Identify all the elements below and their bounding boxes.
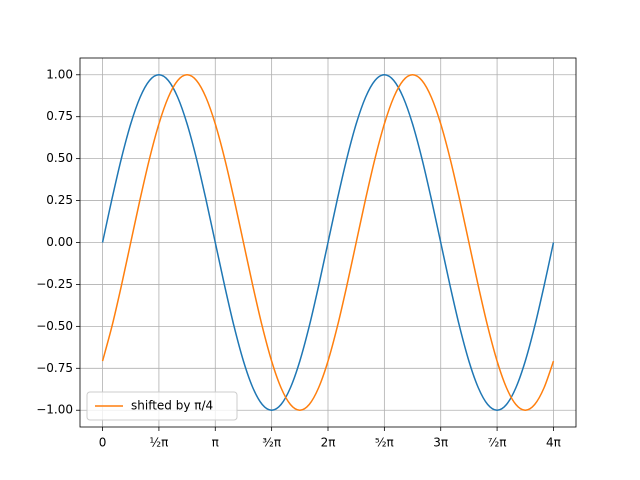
y-tick-label: 0.25 [46, 193, 73, 207]
line-series [101, 74, 555, 411]
x-tick-label: ½π [149, 436, 168, 450]
legend-label: shifted by π/4 [131, 399, 213, 413]
x-tick-label: ⁵⁄₂π [375, 436, 394, 450]
x-tick-label: 0 [99, 436, 107, 450]
line-series [101, 74, 555, 411]
axes-frame [79, 57, 577, 428]
y-tick-label: −0.50 [36, 319, 73, 333]
y-tick-label: 0.75 [46, 109, 73, 123]
legend-box [86, 391, 238, 421]
y-tick-label: −1.00 [36, 403, 73, 417]
x-tick-label: 3π [433, 436, 448, 450]
x-tick-label: 2π [321, 436, 336, 450]
y-tick-label: −0.75 [36, 361, 73, 375]
x-tick-label: ⁷⁄₂π [488, 436, 507, 450]
x-tick-label: ³⁄₂π [262, 436, 281, 450]
x-tick-label: 4π [546, 436, 561, 450]
x-tick-label: π [212, 436, 219, 450]
y-tick-label: 0.00 [46, 235, 73, 249]
y-tick-label: 1.00 [46, 67, 73, 81]
y-tick-label: −0.25 [36, 277, 73, 291]
y-tick-label: 0.50 [46, 151, 73, 165]
